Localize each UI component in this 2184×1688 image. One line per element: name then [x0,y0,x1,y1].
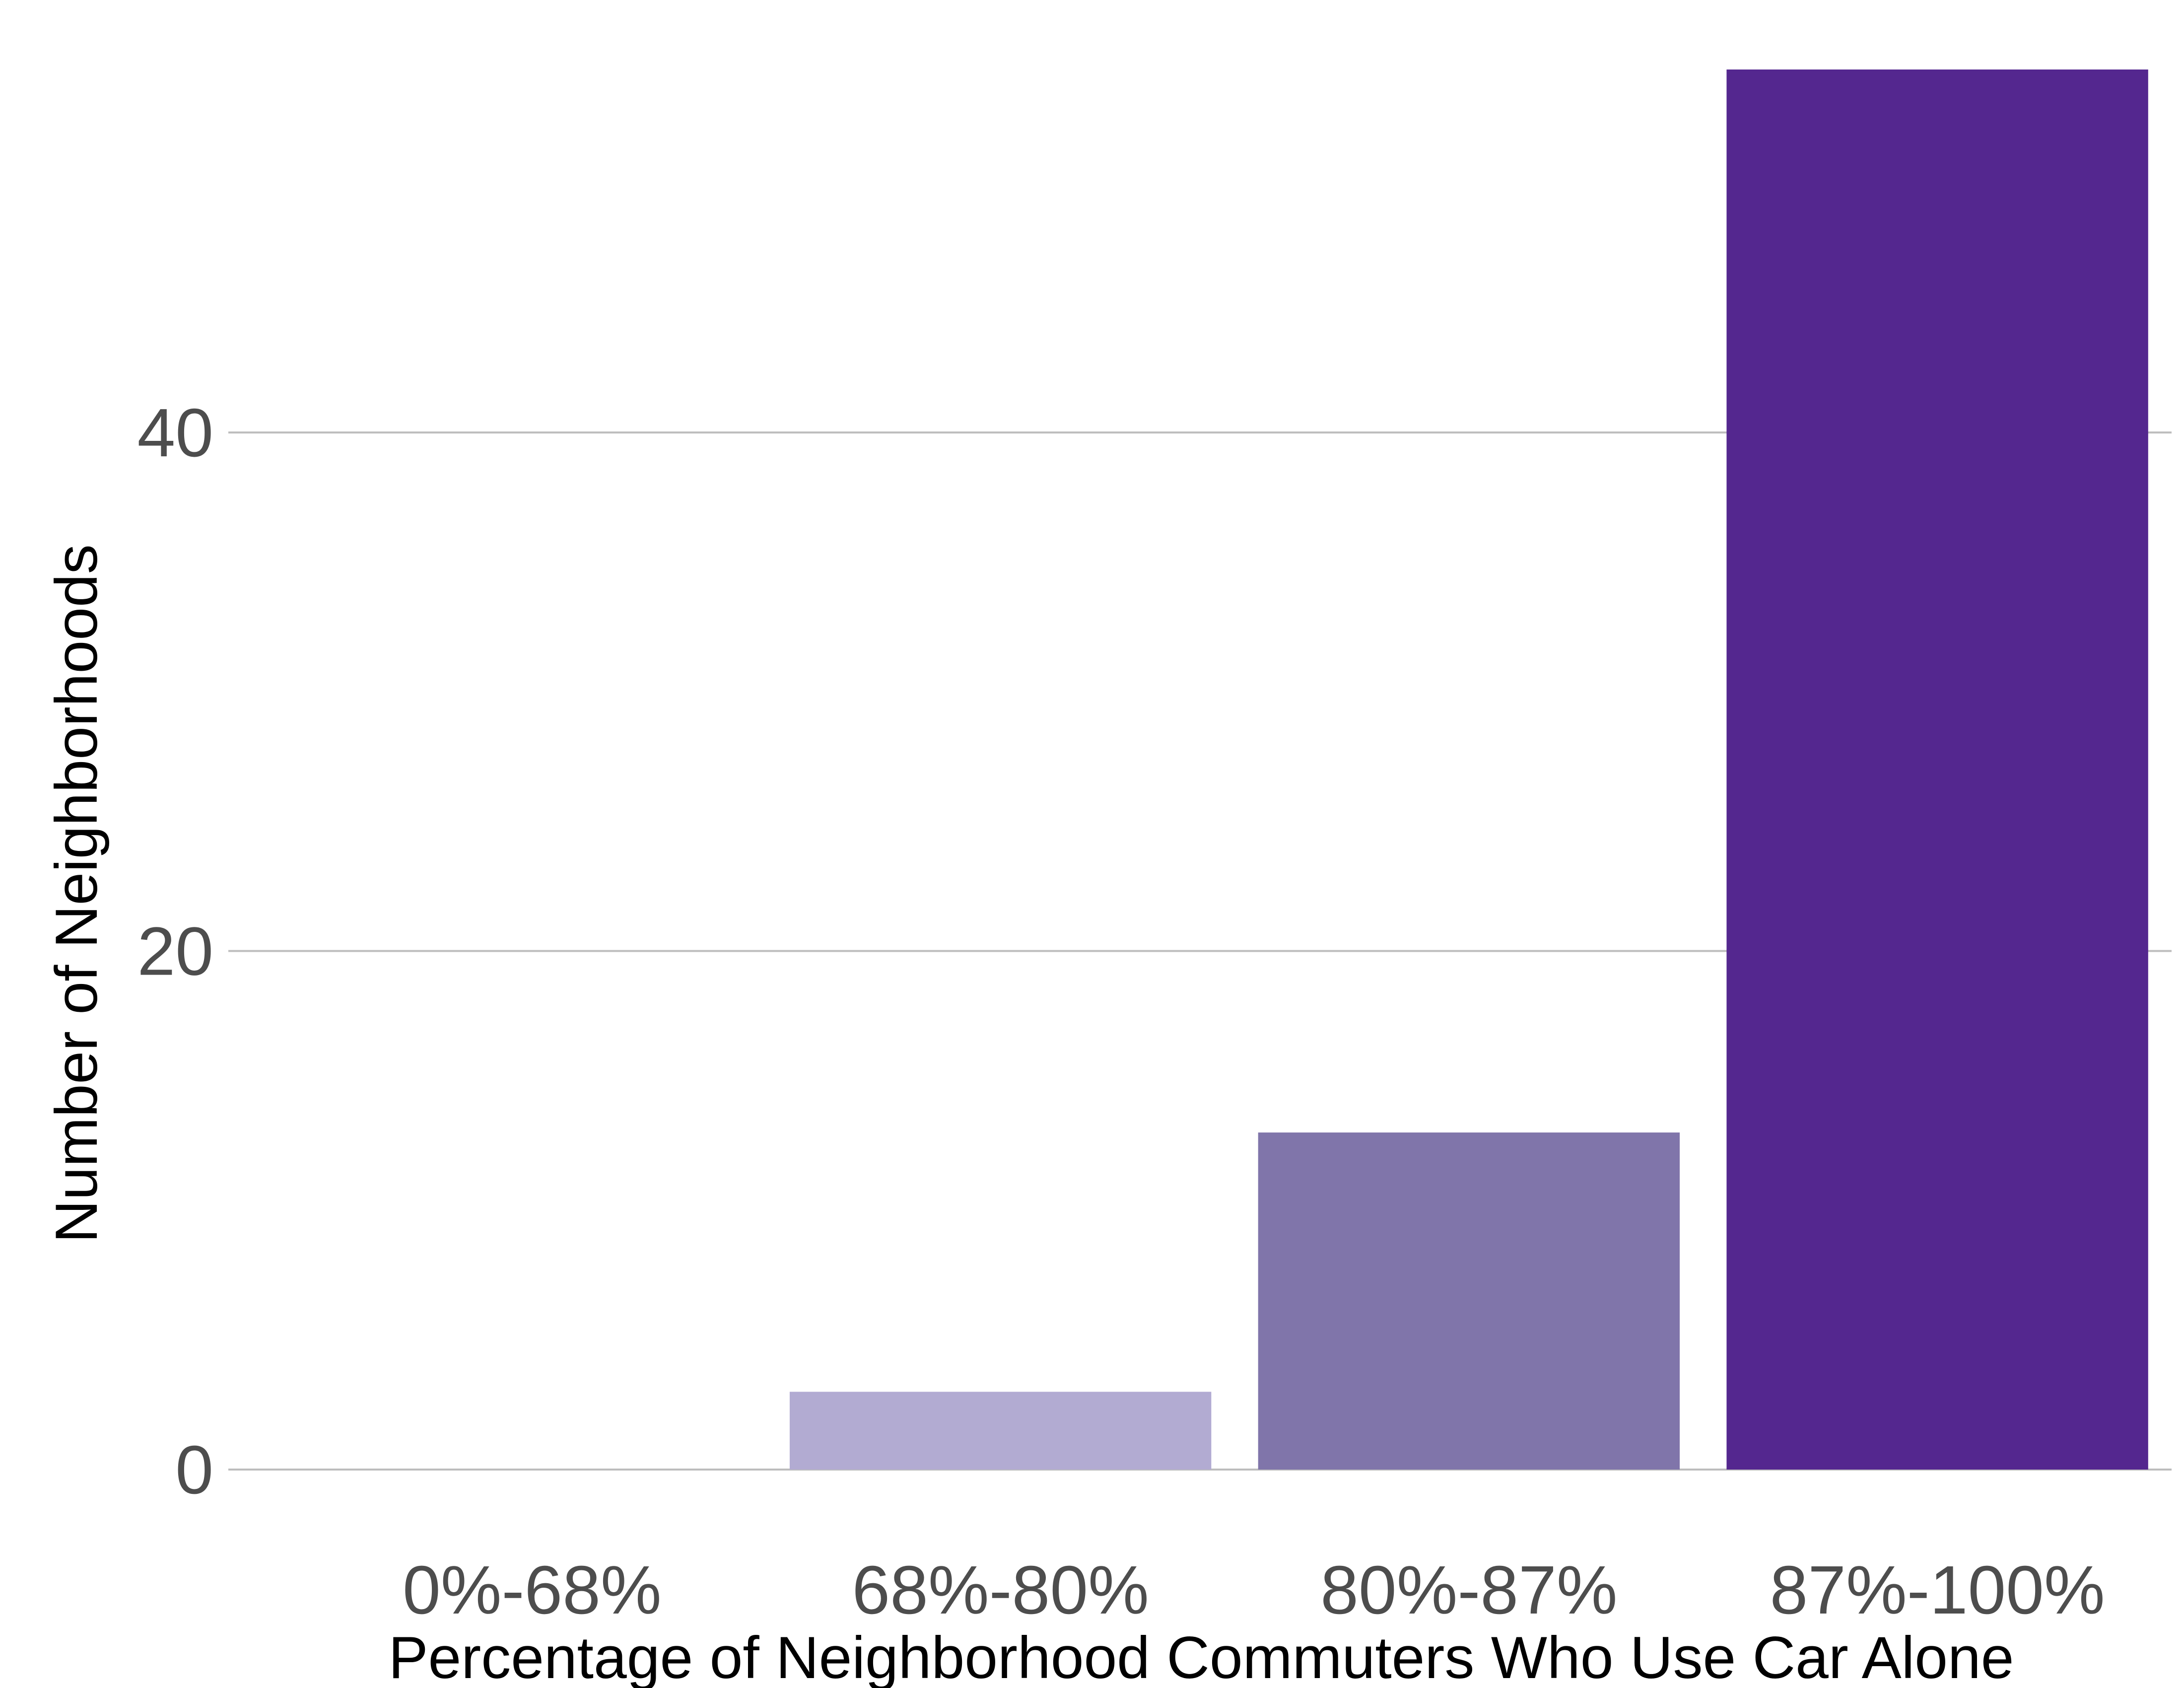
y-tick-label: 20 [137,914,214,990]
x-tick-labels: 0%-68% 68%-80% 80%-87% 87%-100% [403,1552,2105,1628]
y-tick-labels: 0 20 40 [137,395,214,1508]
x-tick-label: 87%-100% [1770,1552,2105,1628]
x-tick-label: 68%-80% [852,1552,1149,1628]
x-tick-label: 0%-68% [403,1552,662,1628]
bars [789,70,2148,1470]
bar [1258,1132,1680,1470]
y-axis-title: Number of Neighborhoods [43,544,110,1243]
x-axis-title: Percentage of Neighborhood Commuters Who… [388,1624,2014,1688]
y-tick-label: 40 [137,395,214,471]
bar [789,1392,1212,1470]
bar [1726,70,2148,1470]
x-tick-label: 80%-87% [1320,1552,1617,1628]
y-tick-label: 0 [175,1432,213,1508]
